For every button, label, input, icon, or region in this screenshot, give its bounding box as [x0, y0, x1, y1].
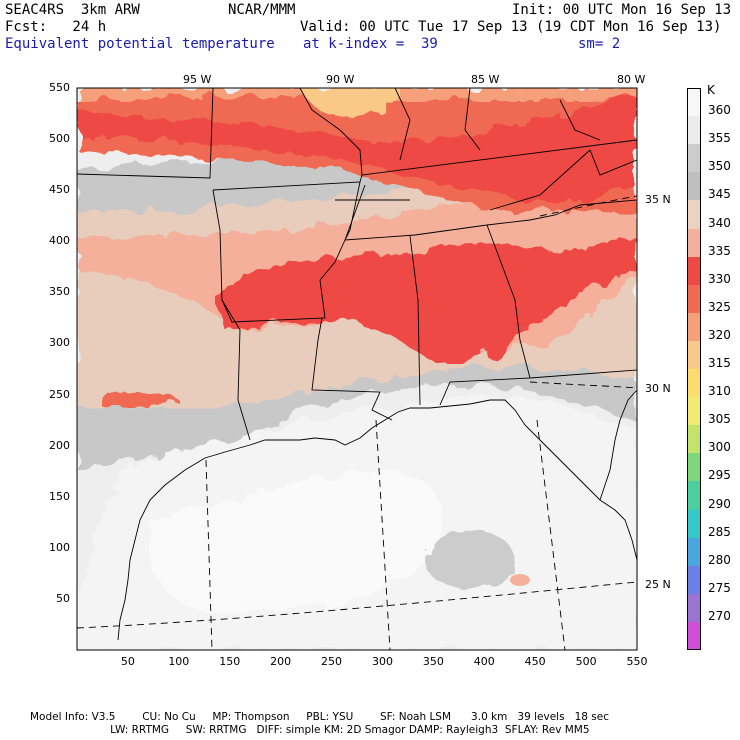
x-tick-label: 450 [524, 655, 546, 668]
colorbar-swatch [687, 593, 701, 623]
lon-label-85w: 85 W [471, 73, 500, 86]
colorbar-unit: K [707, 83, 715, 97]
x-tick-label: 150 [219, 655, 241, 668]
colorbar-swatch [687, 172, 701, 201]
x-tick-label: 300 [371, 655, 393, 668]
theta-e-field [77, 88, 637, 650]
colorbar-swatch [687, 284, 701, 314]
colorbar-swatch [687, 200, 701, 229]
y-tick-label: 200 [49, 438, 70, 452]
colorbar-swatch [687, 369, 701, 398]
init-time: Init: 00 UTC Mon 16 Sep 13 [512, 2, 732, 18]
model-info-line2: LW: RRTMG SW: RRTMG DIFF: simple KM: 2D … [30, 724, 590, 736]
colorbar-level-label: 305 [708, 412, 731, 427]
colorbar-level-label: 295 [708, 468, 731, 483]
lon-label-80w: 80 W [617, 73, 646, 86]
level-info: at k-index = 39 [303, 36, 438, 52]
state-borders [77, 88, 637, 441]
colorbar-swatch [687, 116, 701, 145]
lat-label-25n: 25 N [645, 578, 671, 591]
y-tick-label: 500 [49, 132, 70, 146]
colorbar-swatch [687, 537, 701, 567]
colorbar-swatch [687, 256, 701, 286]
lat-label-30n: 30 N [645, 382, 671, 395]
colorbar-swatch [687, 144, 701, 173]
y-tick-label: 50 [56, 591, 70, 605]
colorbar-level-label: 280 [708, 552, 731, 567]
colorbar-level-label: 340 [708, 215, 731, 230]
colorbar-level-label: 320 [708, 327, 731, 342]
x-tick-label: 400 [473, 655, 495, 668]
colorbar-level-label: 300 [708, 440, 731, 455]
y-tick-label: 450 [49, 183, 70, 197]
x-tick-label: 350 [422, 655, 444, 668]
x-tick-label: 250 [321, 655, 343, 668]
colorbar-swatch [687, 88, 701, 117]
y-tick-label: 400 [49, 234, 70, 248]
x-tick-label: 50 [120, 655, 135, 668]
colorbar-swatch [687, 453, 701, 482]
colorbar-level-label: 335 [708, 243, 731, 258]
map-frame [76, 87, 638, 651]
colorbar-level-label: 275 [708, 580, 731, 595]
colorbar-swatch [687, 565, 701, 595]
colorbar-level-label: 290 [708, 496, 731, 511]
colorbar-level-label: 315 [708, 356, 731, 370]
colorbar-swatch [687, 481, 701, 510]
colorbar-level-label: 355 [708, 131, 731, 146]
field-name: Equivalent potential temperature [5, 36, 275, 52]
lat-lon-grid [77, 195, 637, 650]
colorbar-swatch [687, 397, 701, 426]
colorbar-level-label: 325 [708, 299, 731, 314]
y-tick-label: 550 [49, 81, 70, 94]
y-tick-label: 100 [49, 540, 70, 554]
forecast-hour: Fcst: 24 h [5, 19, 107, 35]
model-info-line1: Model Info: V3.5 CU: No Cu MP: Thompson … [30, 711, 609, 723]
x-tick-label: 200 [270, 655, 292, 668]
y-tick-label: 350 [49, 285, 70, 299]
colorbar-level-label: 360 [708, 103, 731, 118]
x-tick-label: 550 [626, 655, 648, 668]
organization: NCAR/MMM [228, 2, 296, 18]
colorbar-level-label: 330 [708, 271, 731, 286]
colorbar-level-label: 350 [708, 159, 731, 174]
lon-label-95w: 95 W [183, 73, 212, 86]
smoothing-info: sm= 2 [578, 36, 621, 52]
y-tick-label: 300 [49, 336, 70, 350]
colorbar-swatch [687, 621, 701, 651]
lat-label-35n: 35 N [645, 193, 671, 206]
valid-time: Valid: 00 UTC Tue 17 Sep 13 (19 CDT Mon … [300, 19, 722, 35]
colorbar-swatch [687, 425, 701, 454]
colorbar-level-label: 270 [708, 608, 731, 623]
colorbar-swatch [687, 509, 701, 539]
colorbar-swatch [687, 228, 701, 258]
colorbar-frame [687, 88, 701, 650]
y-tick-label: 250 [49, 387, 70, 401]
lon-label-90w: 90 W [326, 73, 355, 86]
y-tick-label: 150 [49, 489, 70, 503]
colorbar-level-label: 310 [708, 384, 731, 399]
colorbar-level-label: 285 [708, 524, 731, 539]
x-tick-label: 100 [168, 655, 190, 668]
model-name: SEAC4RS 3km ARW [5, 2, 140, 18]
colorbar-swatch [687, 340, 701, 370]
colorbar-level-label: 345 [708, 187, 731, 202]
x-tick-label: 500 [575, 655, 597, 668]
coastline [117, 389, 637, 641]
colorbar-swatch [687, 312, 701, 342]
